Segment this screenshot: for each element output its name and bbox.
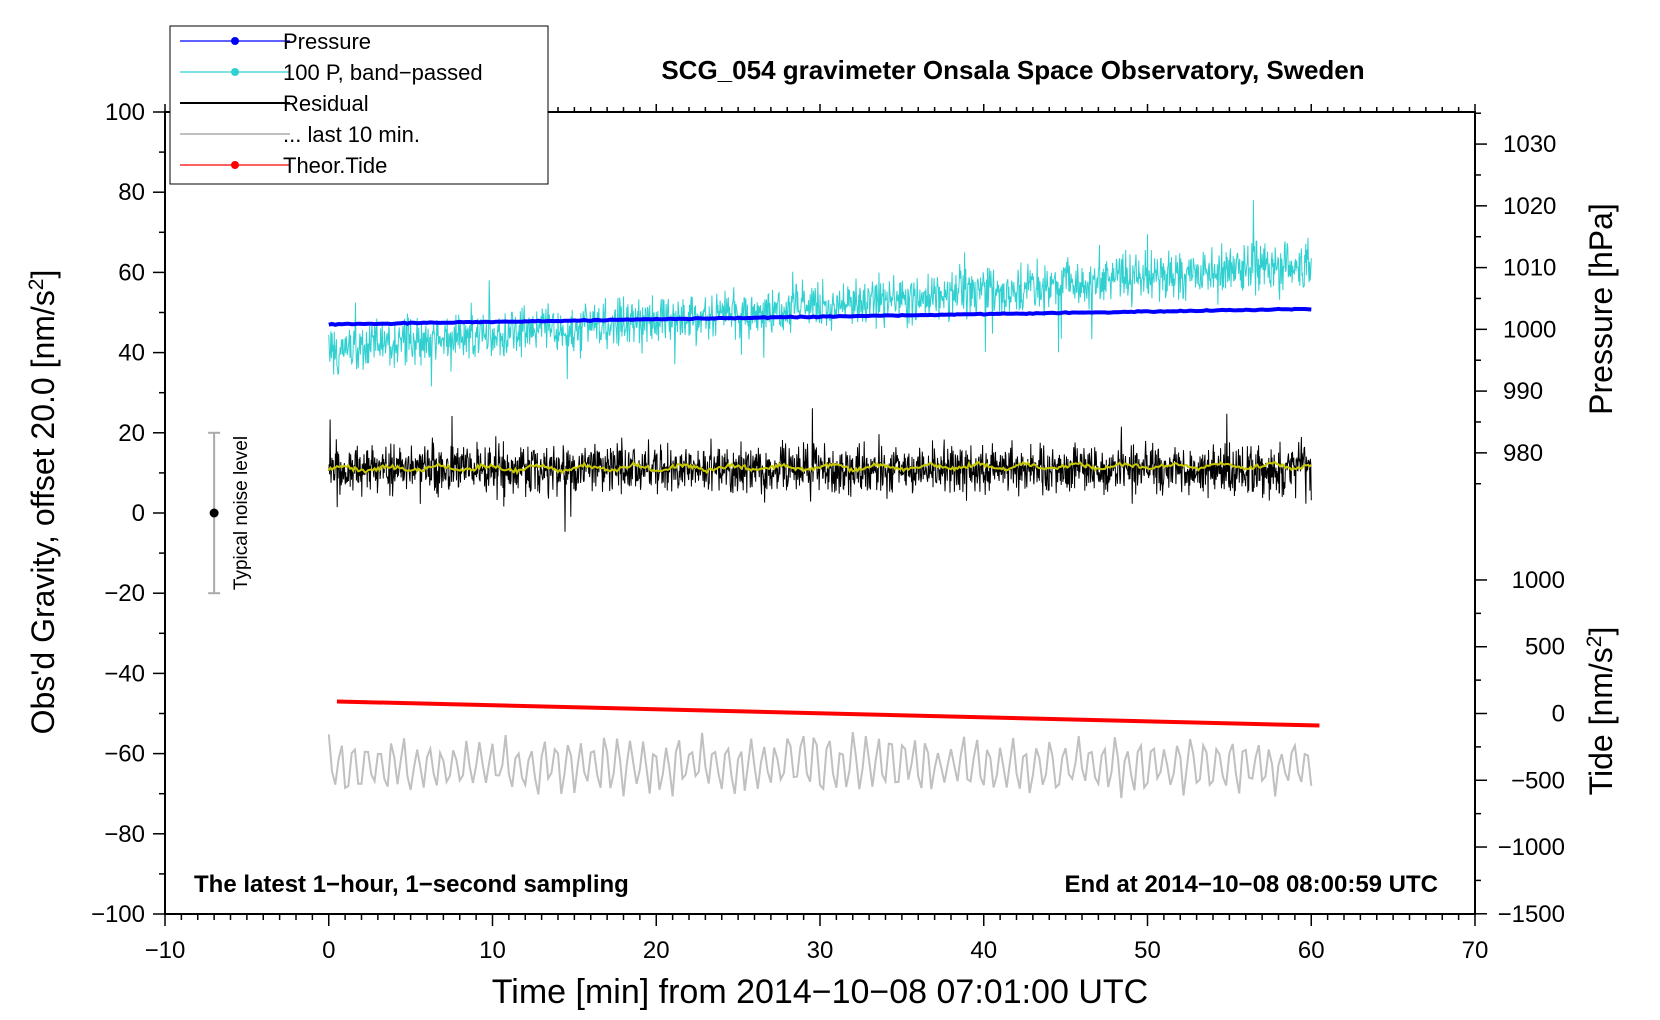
- annotation-sampling: The latest 1−hour, 1−second sampling: [194, 871, 629, 898]
- y-tick-label: −40: [104, 660, 145, 687]
- tide-tick-label: −500: [1511, 767, 1565, 794]
- legend-label-last10: ... last 10 min.: [283, 122, 420, 147]
- y-tick-label: −60: [104, 741, 145, 768]
- pressure-tick-label: 980: [1503, 440, 1543, 467]
- tide-tick-label: 500: [1525, 634, 1565, 661]
- y-tick-label: −80: [104, 821, 145, 848]
- chart-title: SCG_054 gravimeter Onsala Space Observat…: [661, 55, 1364, 85]
- noise-bar-center-dot: [209, 508, 219, 518]
- frame-layer: −10 0 10 20 30 40 50 60 70100806040200−20−40−60−…: [91, 99, 1565, 964]
- tide-tick-label: 0: [1552, 701, 1565, 728]
- x-tick-label: −10: [145, 937, 186, 964]
- y-tick-label: 0: [132, 500, 145, 527]
- x-tick-label: 70: [1462, 937, 1489, 964]
- legend-box: [169, 25, 549, 185]
- y-axis-label-left: Obs'd Gravity, offset 20.0 [nm/s2]: [25, 270, 61, 735]
- x-tick-label: 10: [479, 937, 506, 964]
- y-tick-label: 40: [118, 340, 145, 367]
- y-tick-label: −100: [91, 901, 145, 928]
- x-tick-label: 60: [1298, 937, 1325, 964]
- x-tick-label: 50: [1134, 937, 1161, 964]
- x-axis-label: Time [min] from 2014−10−08 07:01:00 UTC: [492, 973, 1148, 1011]
- y-axis-label-pressure: Pressure [hPa]: [1583, 203, 1619, 415]
- y-tick-label: −20: [104, 580, 145, 607]
- series-tide-line: [336, 699, 1320, 728]
- tide-tick-label: 1000: [1512, 567, 1565, 594]
- x-tick-label: 0: [322, 937, 335, 964]
- noise-bar-label: Typical noise level: [231, 436, 252, 590]
- y-tick-label: 60: [118, 259, 145, 286]
- x-tick-label: 40: [970, 937, 997, 964]
- plot-frame: [164, 111, 1476, 915]
- series-last10min-line: [327, 731, 1313, 799]
- legend: Pressure 100 P, band−passed Residual ... la…: [169, 25, 549, 185]
- series-bandpassed-line: [328, 200, 1312, 387]
- x-tick-label: 30: [807, 937, 834, 964]
- series-layer: [327, 200, 1320, 799]
- series-residual-smoothed-line: [327, 460, 1312, 476]
- series-pressure-line: [328, 306, 1312, 327]
- legend-marker-tide: [231, 161, 239, 169]
- pressure-tick-label: 1000: [1503, 316, 1556, 343]
- legend-marker-bandpassed: [231, 68, 239, 76]
- legend-label-pressure: Pressure: [283, 29, 371, 54]
- legend-label-bandpassed: 100 P, band−passed: [283, 60, 483, 85]
- pressure-tick-label: 990: [1503, 378, 1543, 405]
- pressure-tick-label: 1020: [1503, 193, 1556, 220]
- y-tick-label: 80: [118, 179, 145, 206]
- pressure-tick-label: 1010: [1503, 255, 1556, 282]
- legend-marker-pressure: [231, 37, 239, 45]
- annotation-end-time: End at 2014−10−08 08:00:59 UTC: [1064, 871, 1438, 898]
- tide-tick-label: −1000: [1498, 834, 1565, 861]
- legend-label-residual: Residual: [283, 91, 369, 116]
- y-axis-label-tide: Tide [nm/s2]: [1583, 627, 1619, 796]
- y-tick-label: 100: [105, 99, 145, 126]
- x-tick-label: 20: [643, 937, 670, 964]
- noise-bar: Typical noise level: [208, 431, 252, 595]
- legend-label-tide: Theor.Tide: [283, 153, 387, 178]
- pressure-tick-label: 1030: [1503, 131, 1556, 158]
- y-tick-label: 20: [118, 420, 145, 447]
- tide-tick-label: −1500: [1498, 901, 1565, 928]
